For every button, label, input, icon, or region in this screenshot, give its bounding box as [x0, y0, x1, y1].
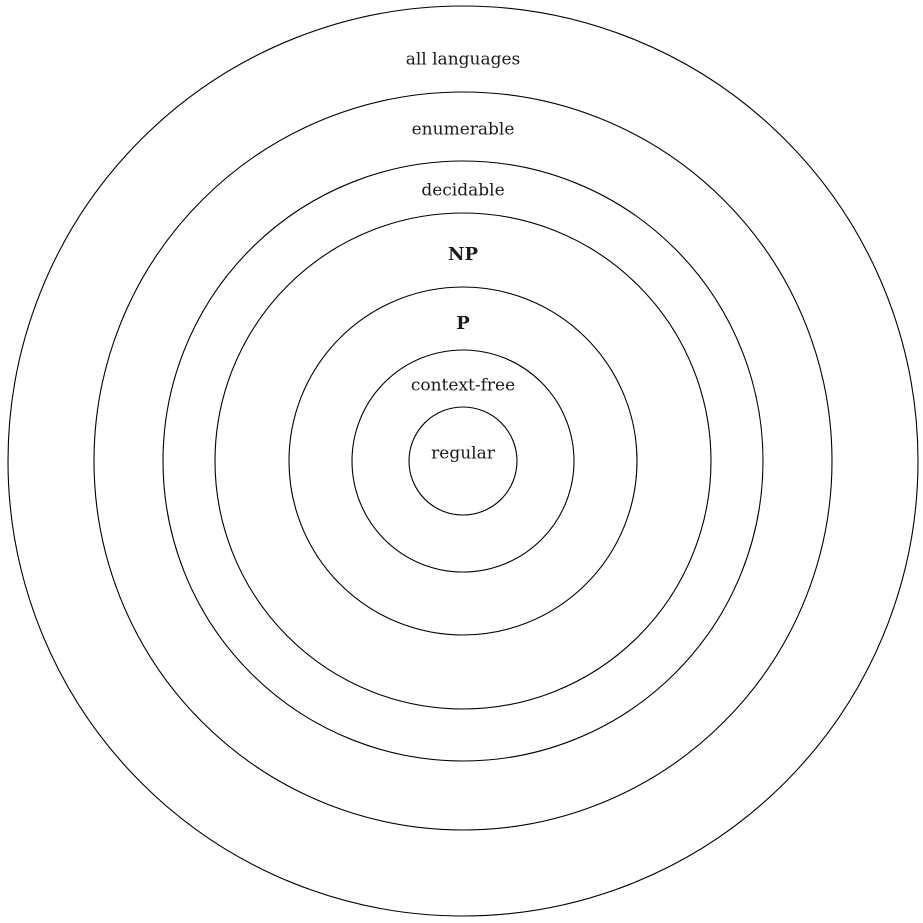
- ring-decidable: [162, 160, 764, 762]
- ring-enumerable: [93, 91, 833, 831]
- ring-regular: [408, 406, 518, 516]
- ring-label-all-languages: all languages: [406, 50, 521, 70]
- ring-label-p: P: [456, 313, 470, 334]
- ring-label-np: NP: [448, 244, 478, 265]
- ring-label-regular: regular: [431, 444, 496, 464]
- ring-p: [288, 286, 638, 636]
- ring-label-context-free: context-free: [411, 376, 515, 396]
- labels-layer: all languages enumerable decidable NP Pconte…: [406, 50, 521, 464]
- rings-layer: [7, 5, 919, 917]
- ring-label-enumerable: enumerable: [412, 120, 515, 140]
- ring-all-languages: [7, 5, 919, 917]
- ring-np: [214, 212, 712, 710]
- ring-label-decidable: decidable: [421, 181, 504, 201]
- ring-context-free: [351, 349, 575, 573]
